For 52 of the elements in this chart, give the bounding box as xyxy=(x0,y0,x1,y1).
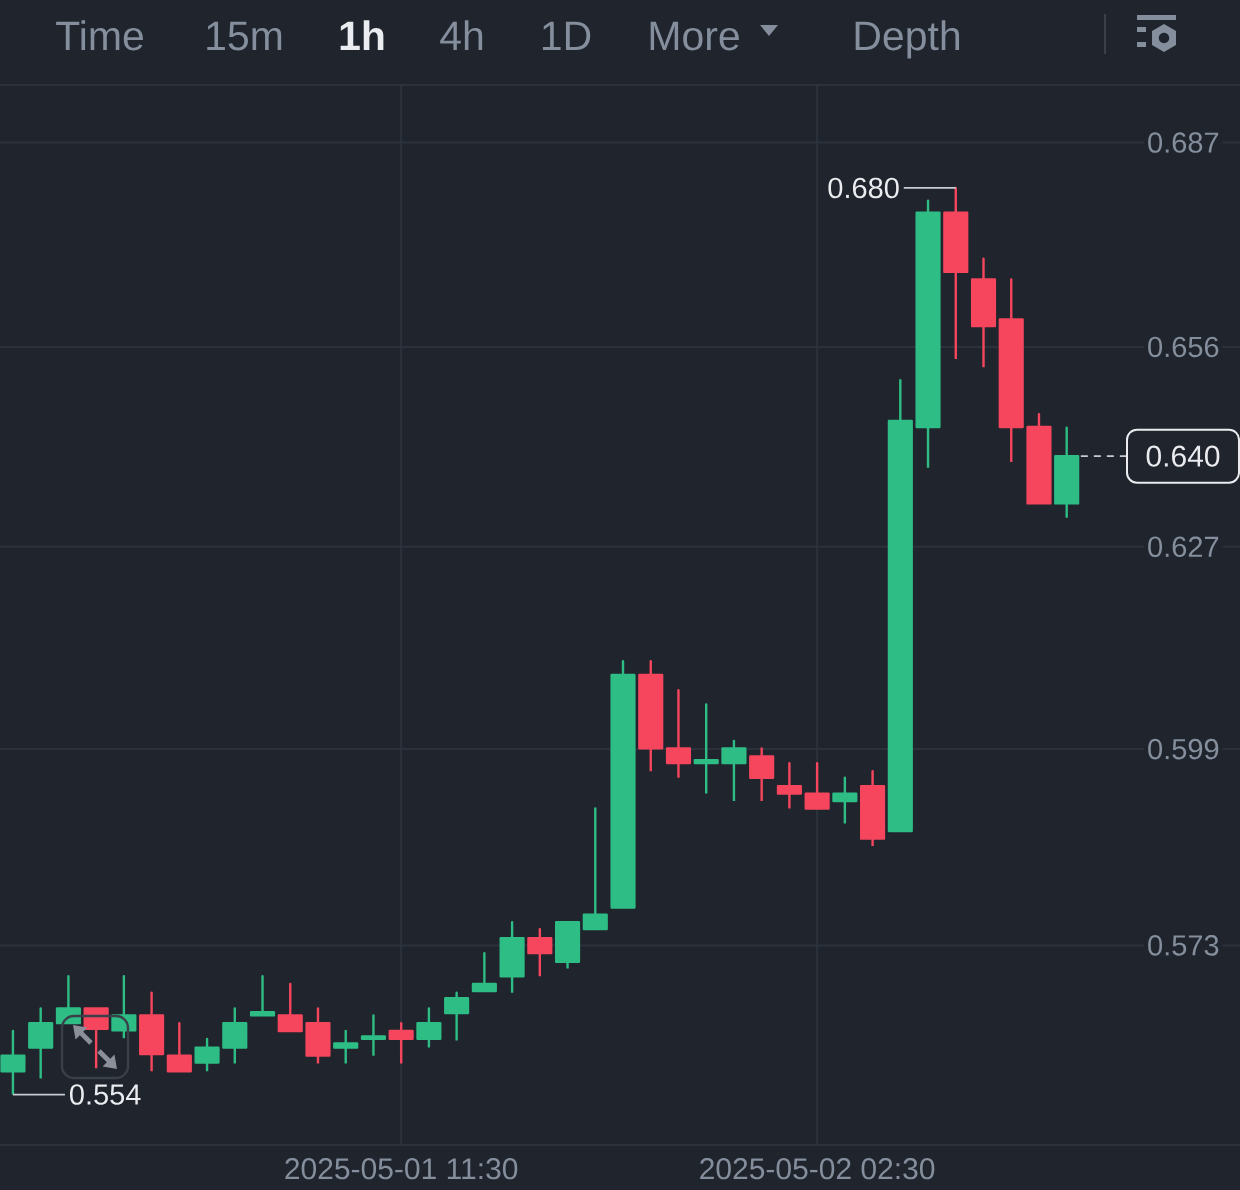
text: 15m xyxy=(207,21,282,51)
candlestick xyxy=(305,1007,331,1065)
candlestick xyxy=(1026,412,1052,505)
annotation: 0.554 xyxy=(69,1084,141,1105)
text: Time xyxy=(56,20,143,51)
candlestick xyxy=(970,257,997,369)
annotation: 0.680 xyxy=(828,177,899,199)
candlestick xyxy=(249,975,276,1017)
candlestick xyxy=(776,761,802,810)
y-tick-label: 0.599 xyxy=(1148,738,1219,760)
candlestick xyxy=(610,660,636,909)
candlestick xyxy=(749,747,775,803)
candlestick xyxy=(388,1021,414,1065)
candlestick xyxy=(222,1007,248,1065)
candlestick xyxy=(887,378,913,833)
candlestick xyxy=(166,1021,192,1073)
x-tick-label: 2025-05-01 11:30 xyxy=(285,1158,518,1180)
candlestick xyxy=(444,991,470,1042)
text: 1D xyxy=(542,21,591,50)
candlestick xyxy=(943,186,969,361)
candlestick xyxy=(499,921,525,994)
candlestick xyxy=(28,1007,54,1080)
candlestick xyxy=(860,770,886,848)
candlestick xyxy=(721,739,747,803)
candlestick xyxy=(582,807,608,931)
candlestick xyxy=(665,689,692,780)
y-tick-label: 0.687 xyxy=(1148,132,1219,153)
candlestick xyxy=(832,776,858,825)
candlestick xyxy=(804,761,830,810)
x-tick-label: 2025-05-02 02:30 xyxy=(700,1158,935,1180)
candlestick xyxy=(554,921,581,970)
candlestick xyxy=(915,199,941,469)
candlestick xyxy=(277,982,303,1033)
candlestick xyxy=(360,1014,387,1057)
candlestick xyxy=(998,278,1024,464)
candlestick xyxy=(139,991,165,1073)
candlestick xyxy=(471,951,497,993)
candlestick xyxy=(194,1037,220,1073)
candlestick xyxy=(638,660,664,773)
text: 1h xyxy=(340,20,384,50)
text: More xyxy=(650,21,739,51)
candlestick xyxy=(333,1029,359,1065)
y-tick-label: 0.627 xyxy=(1148,536,1219,558)
text: 4h xyxy=(440,20,483,50)
candlestick xyxy=(0,1029,26,1096)
candlestick xyxy=(416,1007,442,1049)
candlestick xyxy=(1054,426,1080,519)
ref-line-label: 0.640 xyxy=(1146,445,1220,467)
text: Depth xyxy=(855,20,960,59)
candlestick xyxy=(527,927,553,978)
y-tick-label: 0.656 xyxy=(1148,336,1219,358)
y-tick-label: 0.573 xyxy=(1148,935,1219,956)
